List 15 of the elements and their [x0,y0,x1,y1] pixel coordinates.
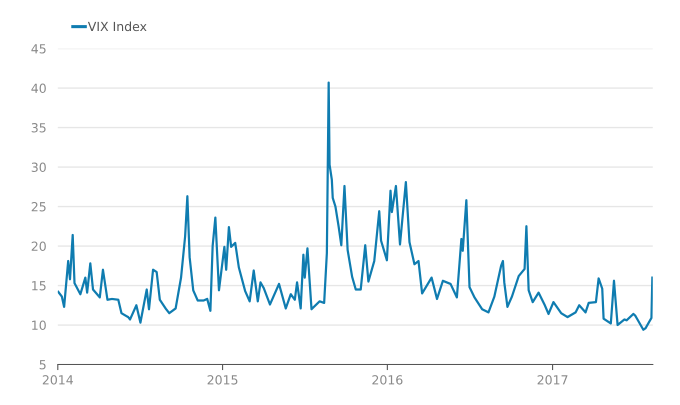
y-tick-label: 5 [40,360,46,370]
y-tick-label: 15 [32,281,46,290]
x-tick-label: 2016 [372,375,402,385]
y-tick-label: 35 [32,123,46,132]
y-tick-label: 30 [32,162,46,172]
x-tick-label: 2014 [42,375,74,385]
legend-label: VIX Index [88,22,147,32]
y-tick-label: 45 [31,44,46,54]
x-tick-label: 2015 [208,375,238,385]
line-series [58,81,653,331]
y-tick-label: 25 [32,202,46,212]
y-tick-label: 40 [31,84,46,94]
x-tick-label: 2017 [538,375,568,385]
y-tick-label: 10 [32,320,46,330]
y-tick-label: 20 [32,242,46,251]
